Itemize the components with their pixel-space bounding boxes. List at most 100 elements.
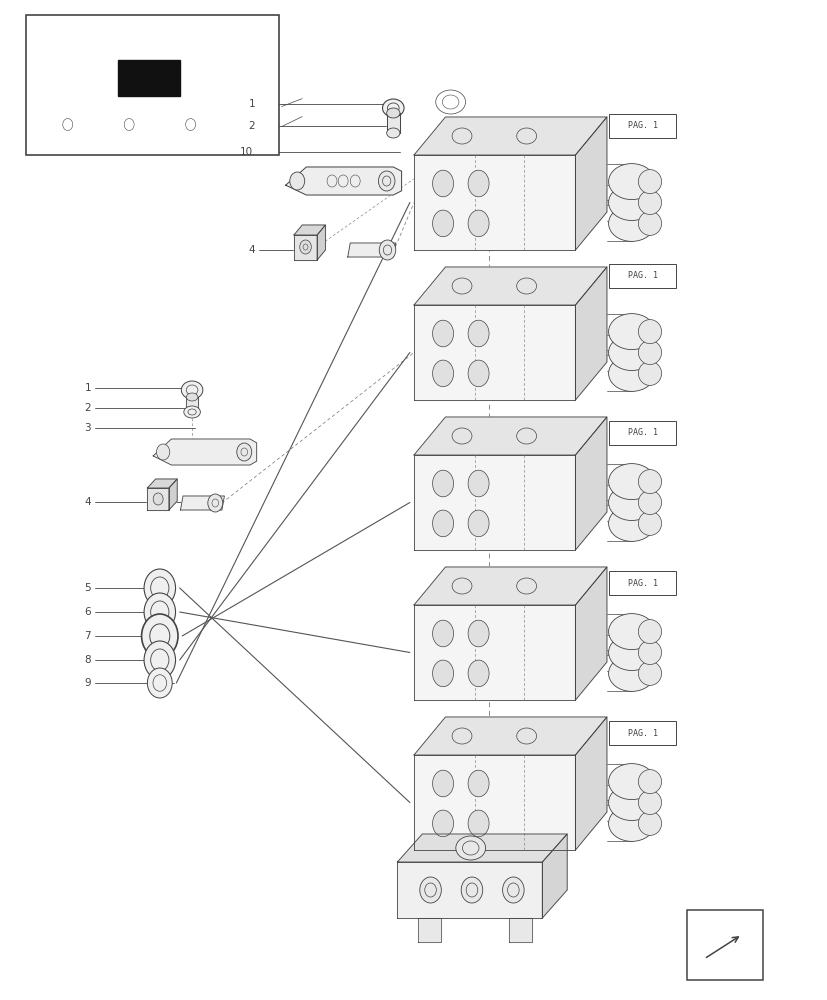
Ellipse shape (432, 320, 453, 347)
Polygon shape (317, 225, 325, 260)
Ellipse shape (432, 810, 453, 837)
Text: PAG. 1: PAG. 1 (627, 121, 657, 130)
Bar (608, 571, 676, 595)
Polygon shape (118, 60, 179, 96)
Ellipse shape (638, 340, 661, 364)
Polygon shape (41, 111, 261, 137)
Polygon shape (575, 417, 606, 550)
Polygon shape (186, 397, 198, 415)
Ellipse shape (638, 320, 661, 344)
Circle shape (144, 593, 175, 631)
Ellipse shape (467, 770, 489, 797)
Ellipse shape (467, 510, 489, 537)
Polygon shape (414, 117, 606, 155)
Ellipse shape (386, 108, 399, 118)
Polygon shape (414, 267, 606, 305)
Ellipse shape (608, 485, 654, 520)
Ellipse shape (382, 99, 404, 117)
Circle shape (144, 641, 175, 679)
Ellipse shape (432, 620, 453, 647)
Ellipse shape (467, 470, 489, 497)
Ellipse shape (608, 805, 654, 841)
Text: PAG. 1: PAG. 1 (627, 578, 657, 587)
Text: PAG. 1: PAG. 1 (627, 728, 657, 738)
Ellipse shape (638, 511, 661, 535)
Ellipse shape (467, 360, 489, 387)
Bar (686, 910, 762, 980)
Circle shape (144, 569, 175, 607)
Ellipse shape (467, 210, 489, 237)
Ellipse shape (608, 334, 654, 370)
Polygon shape (575, 117, 606, 250)
Text: 1: 1 (248, 99, 255, 109)
Ellipse shape (467, 170, 489, 197)
Polygon shape (41, 54, 277, 96)
Ellipse shape (608, 784, 654, 820)
Polygon shape (285, 167, 401, 195)
Polygon shape (414, 605, 575, 700)
Circle shape (379, 240, 395, 260)
Ellipse shape (455, 836, 485, 860)
Ellipse shape (181, 381, 203, 399)
Ellipse shape (386, 128, 399, 138)
Ellipse shape (608, 614, 654, 650)
Ellipse shape (467, 320, 489, 347)
Polygon shape (153, 439, 256, 465)
Polygon shape (147, 488, 169, 510)
Bar (26, 15, 279, 155)
Text: PAG. 1: PAG. 1 (627, 428, 657, 437)
Text: 4: 4 (84, 497, 91, 507)
Text: 3: 3 (84, 423, 91, 433)
Bar (608, 114, 676, 138)
Circle shape (299, 240, 311, 254)
Polygon shape (414, 567, 606, 605)
Ellipse shape (638, 361, 661, 385)
Ellipse shape (638, 620, 661, 644)
Polygon shape (41, 96, 277, 111)
Polygon shape (414, 455, 575, 550)
Circle shape (289, 172, 304, 190)
Polygon shape (542, 834, 566, 918)
Ellipse shape (186, 393, 198, 401)
Ellipse shape (608, 635, 654, 670)
Ellipse shape (184, 406, 200, 418)
Ellipse shape (638, 490, 661, 514)
Polygon shape (169, 479, 177, 510)
Bar (608, 264, 676, 288)
Text: 6: 6 (84, 607, 91, 617)
Ellipse shape (608, 314, 654, 350)
Polygon shape (147, 479, 177, 488)
Ellipse shape (608, 355, 654, 391)
Polygon shape (414, 755, 575, 850)
Polygon shape (414, 717, 606, 755)
Ellipse shape (432, 510, 453, 537)
Circle shape (208, 494, 222, 512)
Circle shape (237, 443, 251, 461)
Ellipse shape (608, 464, 654, 500)
Ellipse shape (608, 184, 654, 221)
Ellipse shape (608, 764, 654, 800)
Ellipse shape (638, 470, 661, 494)
Text: 2: 2 (84, 403, 91, 413)
Ellipse shape (432, 170, 453, 197)
Ellipse shape (638, 770, 661, 794)
Polygon shape (575, 717, 606, 850)
Ellipse shape (608, 505, 654, 541)
Polygon shape (180, 496, 224, 510)
Ellipse shape (467, 660, 489, 687)
Ellipse shape (638, 811, 661, 835)
Text: 2: 2 (248, 121, 255, 131)
Polygon shape (414, 305, 575, 400)
Polygon shape (414, 417, 606, 455)
Polygon shape (509, 918, 532, 942)
Circle shape (461, 877, 482, 903)
Polygon shape (347, 243, 395, 257)
Circle shape (147, 668, 172, 698)
Text: PAG. 1: PAG. 1 (627, 271, 657, 280)
Ellipse shape (467, 810, 489, 837)
Polygon shape (386, 113, 399, 133)
Ellipse shape (638, 641, 661, 664)
Circle shape (153, 493, 163, 505)
Ellipse shape (638, 661, 661, 685)
Text: 10: 10 (239, 147, 252, 157)
